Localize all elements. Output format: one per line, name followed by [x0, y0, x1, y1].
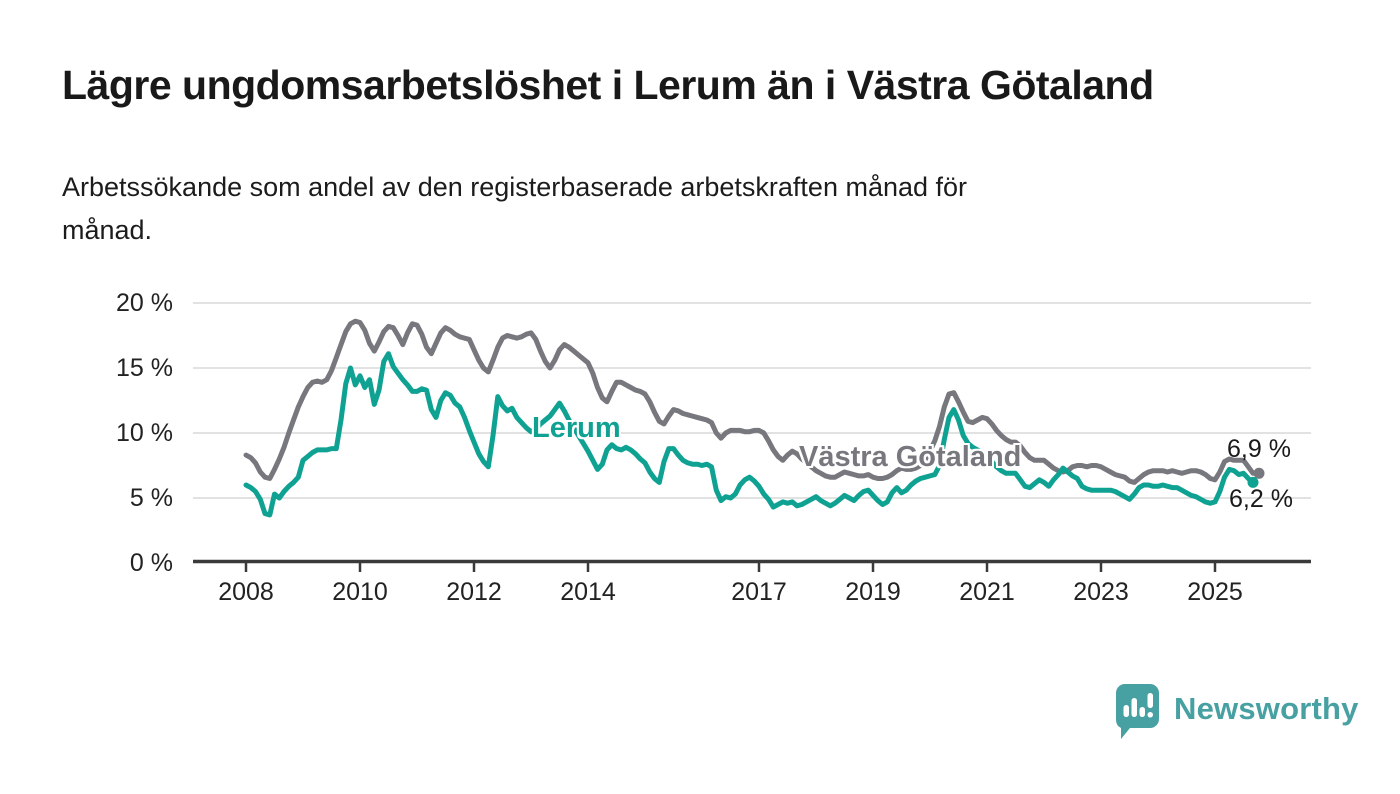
chart-subtitle: Arbetssökande som andel av den registerb…	[62, 166, 1302, 252]
x-tick-label: 2019	[845, 578, 901, 606]
newsworthy-logo: Newsworthy	[1112, 684, 1359, 739]
newsworthy-logo-icon	[1116, 684, 1159, 739]
newsworthy-logo-text: Newsworthy	[1174, 691, 1359, 726]
y-tick-label: 10 %	[116, 419, 173, 447]
end-value-label-lerum: 6,2 %	[1229, 485, 1293, 513]
page-title: Lägre ungdomsarbetslöshet i Lerum än i V…	[62, 62, 1154, 108]
y-tick-label: 0 %	[129, 549, 173, 577]
series-line-vastra-gotaland	[243, 318, 1256, 485]
y-tick-label: 15 %	[116, 354, 173, 382]
x-tick-label: 2012	[446, 578, 502, 606]
subtitle-line-2: månad.	[62, 215, 153, 245]
y-tick-label: 20 %	[116, 289, 173, 317]
x-tick-label: 2008	[218, 578, 274, 606]
series-label-lerum: Lerum	[532, 412, 621, 444]
subtitle-line-1: Arbetssökande som andel av den registerb…	[62, 172, 968, 202]
x-tick-label: 2021	[959, 578, 1015, 606]
series-end-dot-vastra-gotaland	[1253, 467, 1265, 479]
x-tick-label: 2010	[332, 578, 388, 606]
end-value-label-vastra-gotaland: 6,9 %	[1227, 435, 1291, 463]
x-tick-label: 2014	[560, 578, 616, 606]
series-line-lerum	[243, 351, 1256, 518]
x-tick-label: 2025	[1187, 578, 1243, 606]
x-tick-label: 2023	[1073, 578, 1129, 606]
x-tick-label: 2017	[731, 578, 787, 606]
y-tick-label: 5 %	[129, 484, 173, 512]
series-label-vastra-gotaland: Västra Götaland	[799, 441, 1022, 473]
